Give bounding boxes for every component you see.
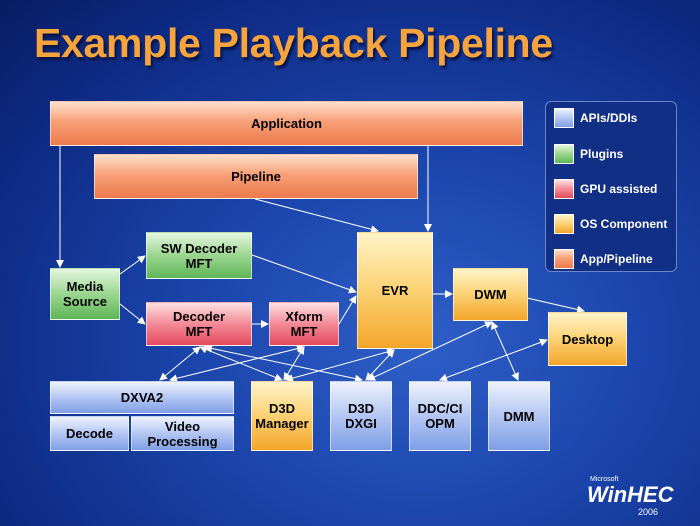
node: DMM (488, 381, 550, 451)
arrow (283, 346, 305, 381)
node: Video Processing (131, 416, 234, 451)
arrow (367, 321, 493, 381)
legend-item: App/Pipeline (554, 249, 653, 269)
arrow (439, 338, 548, 382)
node: SW Decoder MFT (146, 232, 252, 279)
arrow (365, 349, 395, 381)
legend: APIs/DDIs Plugins GPU assisted OS Compon… (545, 101, 677, 272)
legend-item: APIs/DDIs (554, 108, 637, 128)
logo-event: WinHEC (587, 482, 674, 507)
legend-label: Plugins (580, 147, 624, 161)
legend-label: APIs/DDIs (580, 111, 638, 125)
legend-swatch (554, 249, 574, 269)
node: Decoder MFT (146, 302, 252, 346)
node: Pipeline (94, 154, 418, 199)
legend-swatch (554, 179, 574, 199)
legend-swatch (554, 214, 574, 234)
node: Decode (50, 416, 129, 451)
legend-label: OS Component (580, 217, 668, 231)
node: D3D DXGI (330, 381, 392, 451)
node: DDC/CI OPM (409, 381, 471, 451)
logo-company: Microsoft (590, 476, 619, 483)
legend-swatch (554, 108, 574, 128)
arrow (159, 346, 201, 381)
slide-title: Example Playback Pipeline (34, 20, 553, 66)
node: Application (50, 101, 523, 146)
node: Desktop (548, 312, 627, 366)
node: EVR (357, 232, 433, 349)
legend-swatch (554, 144, 574, 164)
legend-label: GPU assisted (580, 182, 658, 196)
arrow (199, 345, 283, 382)
arrow (169, 344, 305, 383)
arrow (251, 254, 357, 294)
legend-item: GPU assisted (554, 179, 657, 199)
node: DXVA2 (50, 381, 234, 414)
arrow (491, 321, 519, 381)
node: Xform MFT (269, 302, 339, 346)
legend-item: Plugins (554, 144, 623, 164)
arrow (119, 255, 146, 275)
node: DWM (453, 268, 528, 321)
node: D3D Manager (251, 381, 313, 451)
arrow (338, 295, 357, 325)
arrow (119, 303, 146, 325)
node: Media Source (50, 268, 120, 320)
legend-item: OS Component (554, 214, 667, 234)
arrow (254, 198, 379, 234)
logo-year: 2006 (638, 507, 659, 517)
legend-label: App/Pipeline (580, 252, 653, 266)
